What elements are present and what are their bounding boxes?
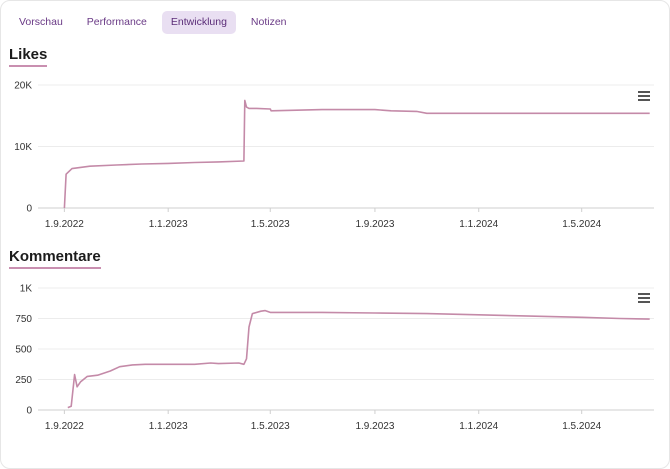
x-tick-label: 1.9.2023 xyxy=(355,421,394,432)
x-tick-label: 1.9.2022 xyxy=(45,421,84,432)
x-tick-label: 1.9.2023 xyxy=(355,219,394,230)
y-tick-label: 20K xyxy=(14,81,32,92)
x-tick-label: 1.5.2023 xyxy=(251,219,290,230)
x-tick-label: 1.5.2023 xyxy=(251,421,290,432)
x-tick-label: 1.1.2023 xyxy=(149,421,188,432)
hamburger-menu-icon[interactable] xyxy=(638,91,650,101)
likes-chart-title: Likes xyxy=(9,46,48,67)
x-tick-label: 1.1.2024 xyxy=(459,219,498,230)
kommentare-chart: 0 250 500 750 1K 1.9.2022 1.1.2023 1.5.2023 1.9.… xyxy=(15,284,654,432)
tab-bar: Vorschau Performance Entwicklung Notizen xyxy=(10,11,296,35)
x-tick-label: 1.1.2024 xyxy=(459,421,498,432)
y-tick-label: 250 xyxy=(15,375,32,386)
y-tick-label: 750 xyxy=(15,314,32,325)
x-tick-label: 1.5.2024 xyxy=(562,421,601,432)
y-tick-label: 0 xyxy=(26,204,32,215)
tab-notizen[interactable]: Notizen xyxy=(250,16,287,28)
x-tick-label: 1.5.2024 xyxy=(562,219,601,230)
tab-entwicklung[interactable]: Entwicklung xyxy=(161,11,236,34)
kommentare-chart-title: Kommentare xyxy=(9,248,101,269)
y-tick-label: 10K xyxy=(14,142,32,153)
x-tick-label: 1.1.2023 xyxy=(149,219,188,230)
y-tick-label: 500 xyxy=(15,345,32,356)
likes-chart: 0 10K 20K 1.9.2022 1.1.2023 1.5.2023 1.9.2023 1… xyxy=(14,81,654,230)
series-line xyxy=(63,99,650,209)
tab-performance[interactable]: Performance xyxy=(86,16,147,28)
series-line xyxy=(67,309,650,409)
y-tick-label: 1K xyxy=(20,284,33,295)
x-tick-label: 1.9.2022 xyxy=(45,219,84,230)
y-tick-label: 0 xyxy=(26,406,32,417)
tab-vorschau[interactable]: Vorschau xyxy=(19,16,63,28)
hamburger-menu-icon[interactable] xyxy=(638,293,650,303)
